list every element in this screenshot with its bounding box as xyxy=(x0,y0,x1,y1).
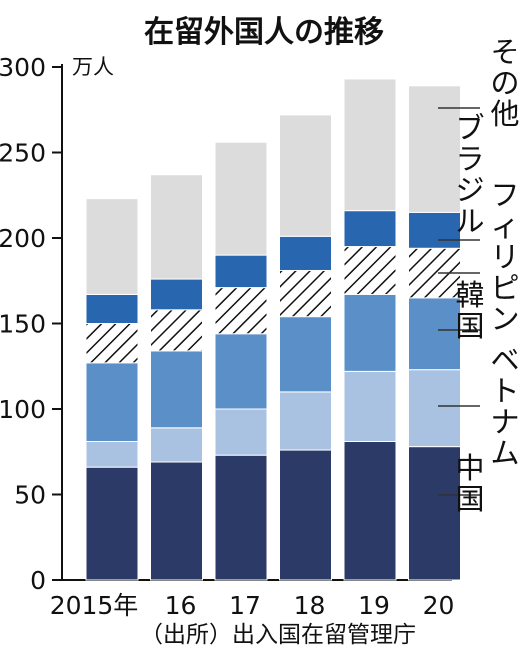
bar-segment xyxy=(85,198,139,295)
x-tick-label: 19 xyxy=(358,591,390,620)
bar-segment xyxy=(343,293,397,372)
legend-label: 中国 xyxy=(455,451,484,516)
bar-segment xyxy=(214,287,268,335)
y-tick-label: 150 xyxy=(0,310,46,339)
y-tick-label: 300 xyxy=(0,53,46,82)
bar-segment xyxy=(150,461,203,581)
bars-group xyxy=(85,78,461,581)
legend-label: 韓国 xyxy=(455,278,484,343)
bar-segment xyxy=(150,174,203,280)
x-tick-label: 20 xyxy=(423,591,455,620)
bar-segment xyxy=(408,446,461,581)
y-tick-label: 0 xyxy=(30,566,46,595)
bar-segment xyxy=(343,78,397,212)
bar-segment xyxy=(150,427,203,463)
legend-label: ベトナム xyxy=(490,343,519,470)
bar-segment xyxy=(343,440,397,581)
bar-segment xyxy=(150,309,203,352)
legend-label: フィリピン xyxy=(490,178,519,336)
bar-segment xyxy=(279,235,332,271)
bar-segment xyxy=(214,254,268,289)
bar-segment xyxy=(150,278,203,311)
bar-segment xyxy=(85,440,139,468)
legend-label: その他 xyxy=(490,35,519,131)
y-axis-ticks: 0 50 100 150 200 250 300 xyxy=(0,53,62,595)
bar-segment xyxy=(85,323,139,364)
chart-title: 在留外国人の推移 xyxy=(144,15,384,50)
bar-segment xyxy=(408,369,461,448)
bar-segment xyxy=(214,408,268,456)
bar-segment xyxy=(214,454,268,581)
legend-label: ブラジル xyxy=(455,111,484,238)
bar-segment xyxy=(279,449,332,581)
bar-segment xyxy=(214,141,268,256)
x-tick-label: 17 xyxy=(229,591,261,620)
bar-segment xyxy=(85,362,139,442)
bar-segment xyxy=(279,114,332,237)
bar-segment xyxy=(408,211,461,249)
bar-segment xyxy=(408,297,461,371)
x-tick-label: 2015年 xyxy=(50,591,139,620)
bar-segment xyxy=(279,391,332,451)
bar-segment xyxy=(343,246,397,295)
y-tick-label: 200 xyxy=(0,224,46,253)
x-axis-labels: 2015年 16 17 18 19 20 xyxy=(50,591,455,620)
bar-segment xyxy=(279,269,332,318)
y-axis-unit-label: 万人 xyxy=(72,55,114,79)
bar-segment xyxy=(343,210,397,248)
bar-segment xyxy=(279,316,332,393)
x-tick-label: 16 xyxy=(165,591,197,620)
bar-segment xyxy=(85,466,139,581)
bar-segment xyxy=(150,350,203,429)
x-tick-label: 18 xyxy=(294,591,326,620)
bar-segment xyxy=(85,293,139,324)
y-tick-label: 250 xyxy=(0,139,46,168)
y-tick-label: 50 xyxy=(14,481,46,510)
bar-segment xyxy=(214,333,268,410)
bar-segment xyxy=(408,85,461,213)
y-tick-label: 100 xyxy=(0,395,46,424)
source-note: （出所）出入国在留管理庁 xyxy=(140,622,416,648)
bar-segment xyxy=(343,370,397,442)
